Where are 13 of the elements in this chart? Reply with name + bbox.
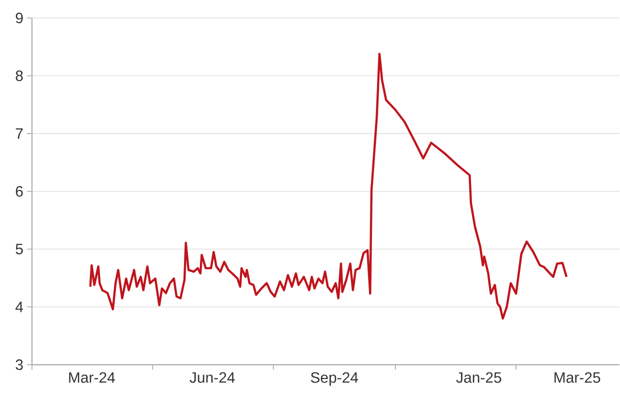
- y-tick-label: 4: [15, 302, 24, 312]
- y-tick-label: 6: [16, 186, 23, 197]
- line-series: [89, 52, 568, 320]
- x-tick-label: Jun-24: [190, 372, 235, 383]
- y-tick-label: 5: [16, 244, 23, 255]
- y-tick-label: 3: [16, 360, 23, 370]
- x-tick-label: Jan-25: [456, 372, 502, 383]
- y-tick-label: 7: [16, 128, 23, 139]
- y-tick-label: 9: [16, 12, 23, 24]
- x-tick-label: Sep-24: [310, 372, 358, 386]
- y-tick-label: 8: [16, 70, 23, 82]
- x-tick-label: Mar-25: [554, 372, 600, 383]
- x-tick-label: Mar-24: [69, 372, 115, 383]
